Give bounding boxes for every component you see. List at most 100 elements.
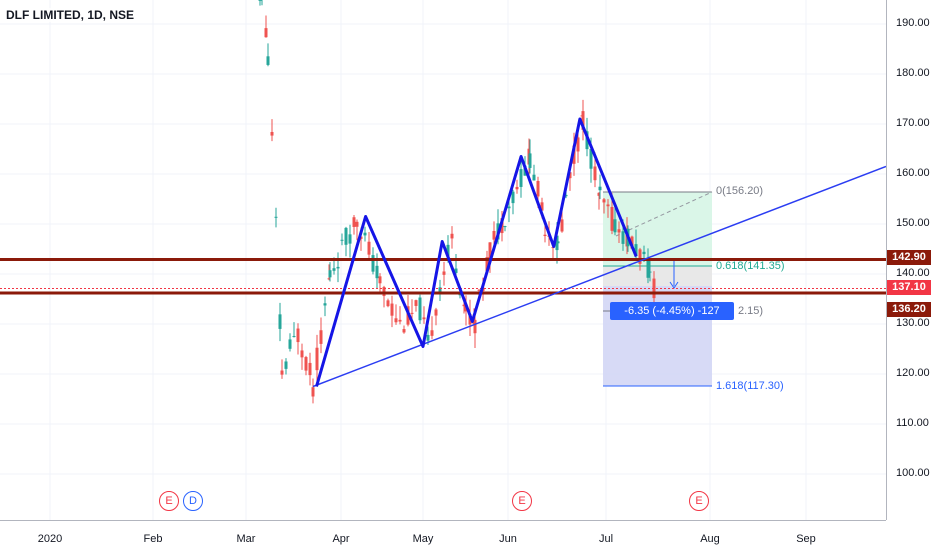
price-tick: 120.00 — [896, 367, 930, 379]
candle-body — [274, 216, 278, 218]
candle-body — [398, 319, 402, 322]
candle-body — [270, 131, 274, 136]
candle-body — [386, 300, 390, 307]
candle-body — [613, 219, 617, 233]
zigzag-pattern-line — [315, 117, 638, 387]
earnings-event-icon[interactable]: E — [159, 491, 179, 511]
candle-body — [442, 271, 446, 275]
candle-body — [332, 268, 336, 271]
candle-body — [648, 271, 652, 273]
candle-body — [323, 303, 327, 306]
time-tick: Mar — [236, 533, 256, 545]
candle-body — [621, 231, 625, 244]
candle-body — [617, 229, 621, 233]
earnings-event-icon[interactable]: E — [689, 491, 709, 511]
candle-body — [426, 334, 430, 341]
candle-body — [543, 234, 547, 237]
fib-level-0618-label: 0.618(141.35) — [716, 260, 785, 272]
candle-body — [473, 319, 477, 334]
candle-body — [610, 206, 614, 231]
candle-body — [477, 289, 481, 291]
candle-body — [355, 221, 359, 227]
candle-body — [328, 270, 332, 278]
candle-body — [556, 241, 560, 244]
price-tick: 110.00 — [896, 417, 929, 429]
candle-body — [422, 317, 426, 320]
fib-level-0-label: 0(156.20) — [716, 185, 764, 197]
upper-level-price-badge: 142.90 — [887, 250, 931, 265]
candle-body — [300, 350, 304, 358]
candle-body — [597, 192, 601, 196]
price-tick: 160.00 — [896, 167, 930, 179]
candle-body — [492, 230, 496, 240]
time-axis[interactable]: 2020 Feb Mar Apr May Jun Jul Aug Sep — [0, 520, 886, 551]
candle-body — [560, 219, 564, 232]
time-tick: Apr — [332, 533, 350, 545]
price-tick: 180.00 — [896, 67, 930, 79]
candle-body — [646, 258, 650, 278]
candle-body — [418, 297, 422, 321]
fib-zone-gray — [603, 266, 712, 286]
measure-text: -6.35 (-4.45%) -127 — [624, 305, 720, 317]
price-tick: 100.00 — [896, 467, 930, 479]
time-tick: Jun — [499, 533, 517, 545]
candle-body — [336, 266, 340, 269]
candle-body — [402, 329, 406, 333]
candle-body — [367, 241, 371, 255]
candle-body — [536, 181, 540, 197]
chart-canvas[interactable] — [0, 0, 887, 520]
candle-body — [352, 217, 356, 227]
time-tick: Aug — [700, 533, 720, 545]
candle-body — [642, 251, 646, 255]
candle-body — [606, 204, 610, 207]
price-tick: 140.00 — [896, 267, 930, 279]
price-tick: 190.00 — [896, 17, 930, 29]
candle-body — [488, 242, 492, 262]
time-tick: Sep — [796, 533, 816, 545]
candle-body — [327, 278, 331, 280]
price-tick: 170.00 — [896, 117, 930, 129]
candle-body — [564, 194, 568, 197]
candle-body — [634, 244, 638, 257]
measure-tooltip: -6.35 (-4.45%) -127 — [610, 302, 734, 320]
price-chart — [0, 0, 887, 520]
candle-body — [394, 318, 398, 323]
candle-body — [576, 137, 580, 152]
candle-body — [511, 191, 515, 204]
candle-body — [292, 336, 296, 338]
candle-body — [414, 300, 418, 306]
candle-body — [446, 244, 450, 257]
candle-body — [430, 330, 434, 336]
candle-body — [462, 304, 466, 307]
candle-body — [540, 202, 544, 211]
candle-body — [340, 239, 344, 241]
symbol-title: DLF LIMITED, 1D, NSE — [6, 8, 135, 22]
candle-body — [288, 339, 292, 349]
candle-body — [264, 28, 268, 38]
candle-body — [503, 226, 507, 228]
candle-body — [593, 166, 597, 181]
candle-body — [378, 276, 382, 284]
candle-body — [284, 361, 288, 369]
candle-body — [532, 174, 536, 181]
fib-level-1618-label: 1.618(117.30) — [716, 380, 784, 392]
dividend-event-icon[interactable]: D — [183, 491, 203, 511]
candle-body — [280, 370, 284, 375]
candle-body — [485, 257, 489, 271]
candle-body — [589, 148, 593, 169]
price-axis[interactable]: 190.00 180.00 170.00 160.00 150.00 140.0… — [886, 0, 932, 520]
earnings-event-icon[interactable]: E — [512, 491, 532, 511]
time-tick: Feb — [143, 533, 163, 545]
candle-body — [638, 249, 642, 264]
candle-body — [371, 255, 375, 272]
price-tick: 130.00 — [896, 317, 930, 329]
candle-body — [450, 233, 454, 239]
candle-body — [438, 287, 442, 294]
candle-body — [344, 227, 348, 245]
candle-body — [507, 206, 511, 209]
candle-body — [434, 309, 438, 316]
trend-line — [312, 165, 887, 388]
candle-body — [363, 232, 367, 236]
candle-body — [315, 347, 319, 371]
fib-level-partial-label: 2.15) — [738, 305, 764, 317]
